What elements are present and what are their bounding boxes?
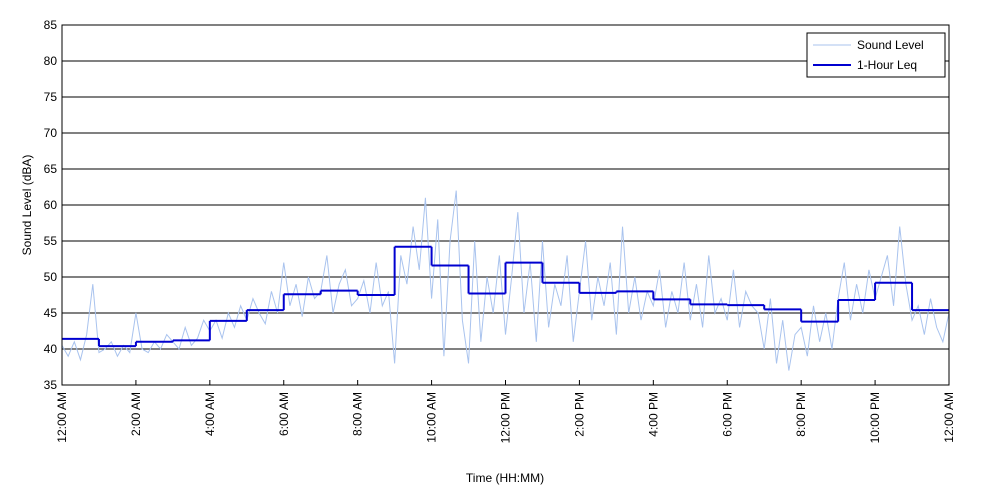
x-tick-label: 10:00 PM: [868, 392, 882, 443]
y-axis-label: Sound Level (dBA): [20, 155, 34, 256]
x-tick-label: 8:00 PM: [794, 392, 808, 437]
y-tick-label: 50: [44, 270, 58, 284]
x-tick-label: 4:00 AM: [203, 392, 217, 436]
legend-box: [806, 32, 946, 78]
x-tick-label: 4:00 PM: [646, 392, 660, 437]
plot-frame: [61, 24, 950, 386]
y-tick-label: 45: [44, 306, 58, 320]
x-tick-label: 8:00 AM: [351, 392, 365, 436]
y-tick-label: 80: [44, 54, 58, 68]
legend-label: Sound Level: [857, 38, 924, 52]
x-tick-label: 6:00 AM: [277, 392, 291, 436]
x-tick-label: 2:00 AM: [129, 392, 143, 436]
x-tick-label: 12:00 AM: [55, 392, 69, 443]
y-tick-label: 55: [44, 234, 58, 248]
y-tick-label: 70: [44, 126, 58, 140]
legend-label: 1-Hour Leq: [857, 58, 917, 72]
y-tick-label: 75: [44, 90, 58, 104]
x-tick-label: 10:00 AM: [425, 392, 439, 443]
y-tick-label: 60: [44, 198, 58, 212]
x-tick-label: 6:00 PM: [720, 392, 734, 437]
y-tick-label: 40: [44, 342, 58, 356]
x-axis-label: Time (HH:MM): [466, 471, 544, 485]
y-tick-label: 85: [44, 18, 58, 32]
y-tick-label: 65: [44, 162, 58, 176]
x-tick-label: 12:00 PM: [499, 392, 513, 443]
x-tick-label: 12:00 AM: [942, 392, 956, 443]
y-tick-label: 35: [44, 378, 58, 392]
x-tick-label: 2:00 PM: [572, 392, 586, 437]
